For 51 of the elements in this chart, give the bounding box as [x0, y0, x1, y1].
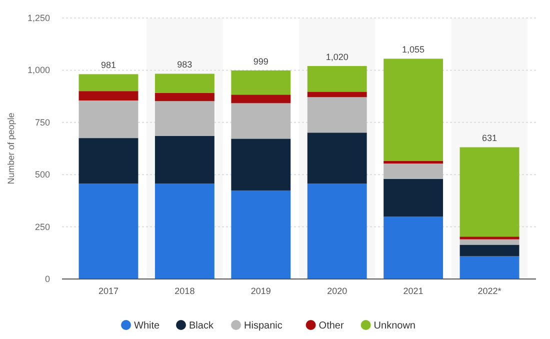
bar	[154, 74, 214, 93]
bar	[78, 184, 138, 279]
total-label: 981	[100, 60, 116, 70]
y-tick-label: 250	[34, 222, 50, 232]
bar	[78, 138, 138, 184]
x-tick-label: 2019	[250, 286, 271, 296]
legend-label: White	[134, 320, 160, 332]
y-axis-title: Number of people	[6, 112, 16, 184]
bar	[384, 58, 444, 161]
bar	[154, 136, 214, 184]
bar	[460, 244, 520, 256]
x-tick-label: 2021	[403, 286, 424, 296]
legend-label: Black	[189, 320, 214, 332]
bar	[231, 138, 291, 190]
bar	[307, 66, 367, 92]
bar	[384, 160, 444, 164]
bar	[231, 94, 291, 104]
legend-label: Unknown	[374, 320, 416, 332]
bar	[460, 239, 520, 245]
total-label: 631	[482, 133, 498, 144]
x-tick-label: 2018	[174, 286, 195, 296]
bar	[231, 70, 291, 95]
total-label: 1,055	[402, 44, 425, 55]
y-tick-label: 500	[34, 170, 50, 180]
bar	[460, 236, 520, 240]
total-label: 983	[177, 60, 192, 70]
y-tick-label: 750	[34, 117, 50, 128]
x-tick-label: 2022*	[478, 286, 502, 296]
y-tick-label: 1,000	[27, 65, 50, 76]
bar	[154, 101, 214, 136]
bar	[231, 103, 291, 139]
total-label: 1,020	[326, 52, 348, 62]
x-tick-label: 2017	[98, 286, 118, 296]
bar	[307, 92, 367, 98]
legend-label: Other	[318, 320, 344, 332]
total-label: 999	[253, 56, 268, 66]
x-tick-label: 2020	[327, 286, 348, 296]
y-tick-label: 0	[44, 274, 50, 284]
bar	[78, 91, 138, 100]
bar	[384, 216, 444, 279]
bar	[384, 178, 444, 217]
bar	[307, 132, 367, 184]
legend-label: Hispanic	[244, 320, 282, 332]
bar	[78, 100, 138, 138]
bar	[154, 92, 214, 102]
bar	[78, 74, 138, 92]
bar	[460, 256, 520, 279]
bar	[231, 190, 291, 279]
bar	[307, 97, 367, 133]
bar	[384, 164, 444, 179]
y-tick-label: 1,250	[27, 13, 50, 23]
